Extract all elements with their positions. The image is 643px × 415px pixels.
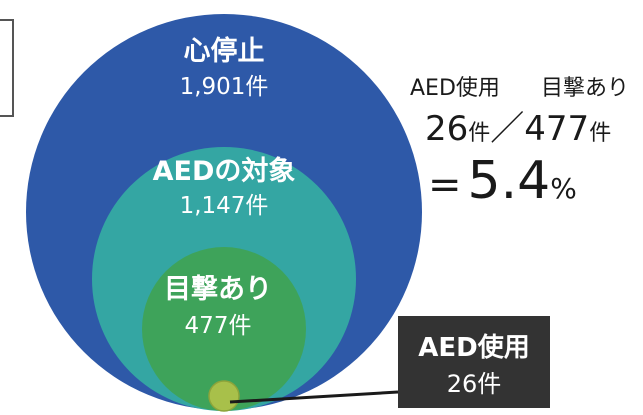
cardiac-arrest-title: 心停止	[184, 35, 265, 67]
aed-target-count: 1,147件	[180, 193, 269, 219]
witnessed-title: 目撃あり	[164, 274, 272, 305]
left-frame-fragment	[0, 19, 14, 117]
aed-used-dot	[208, 380, 240, 412]
callout-connector-line	[229, 390, 399, 404]
stat-ratio: 26件／477件	[425, 109, 611, 149]
stat-result: = 5.4%	[428, 151, 577, 211]
stat-used-unit: 件	[468, 121, 490, 146]
stat-witnessed-unit: 件	[589, 121, 611, 146]
stat-used-value: 26	[425, 109, 468, 149]
aed-target-title: AEDの対象	[153, 155, 296, 187]
aed-used-callout: AED使用 26件	[398, 316, 550, 408]
cardiac-arrest-count: 1,901件	[180, 74, 269, 100]
callout-title: AED使用	[418, 333, 529, 363]
stat-witnessed-value: 477	[524, 109, 589, 149]
stat-result-value: 5.4	[468, 151, 551, 211]
witnessed-circle	[142, 247, 306, 411]
callout-count: 26件	[447, 370, 502, 398]
stat-slash: ／	[490, 109, 524, 149]
rate-statistic: AED使用 目撃あり 26件／477件 = 5.4%	[410, 76, 629, 211]
callout-background	[398, 316, 550, 408]
stat-label-aed-used: AED使用	[410, 76, 500, 101]
stat-label-witnessed: 目撃あり	[541, 76, 629, 101]
stat-result-unit: %	[550, 172, 577, 205]
witnessed-count: 477件	[185, 313, 252, 339]
stat-equals: =	[428, 162, 462, 208]
